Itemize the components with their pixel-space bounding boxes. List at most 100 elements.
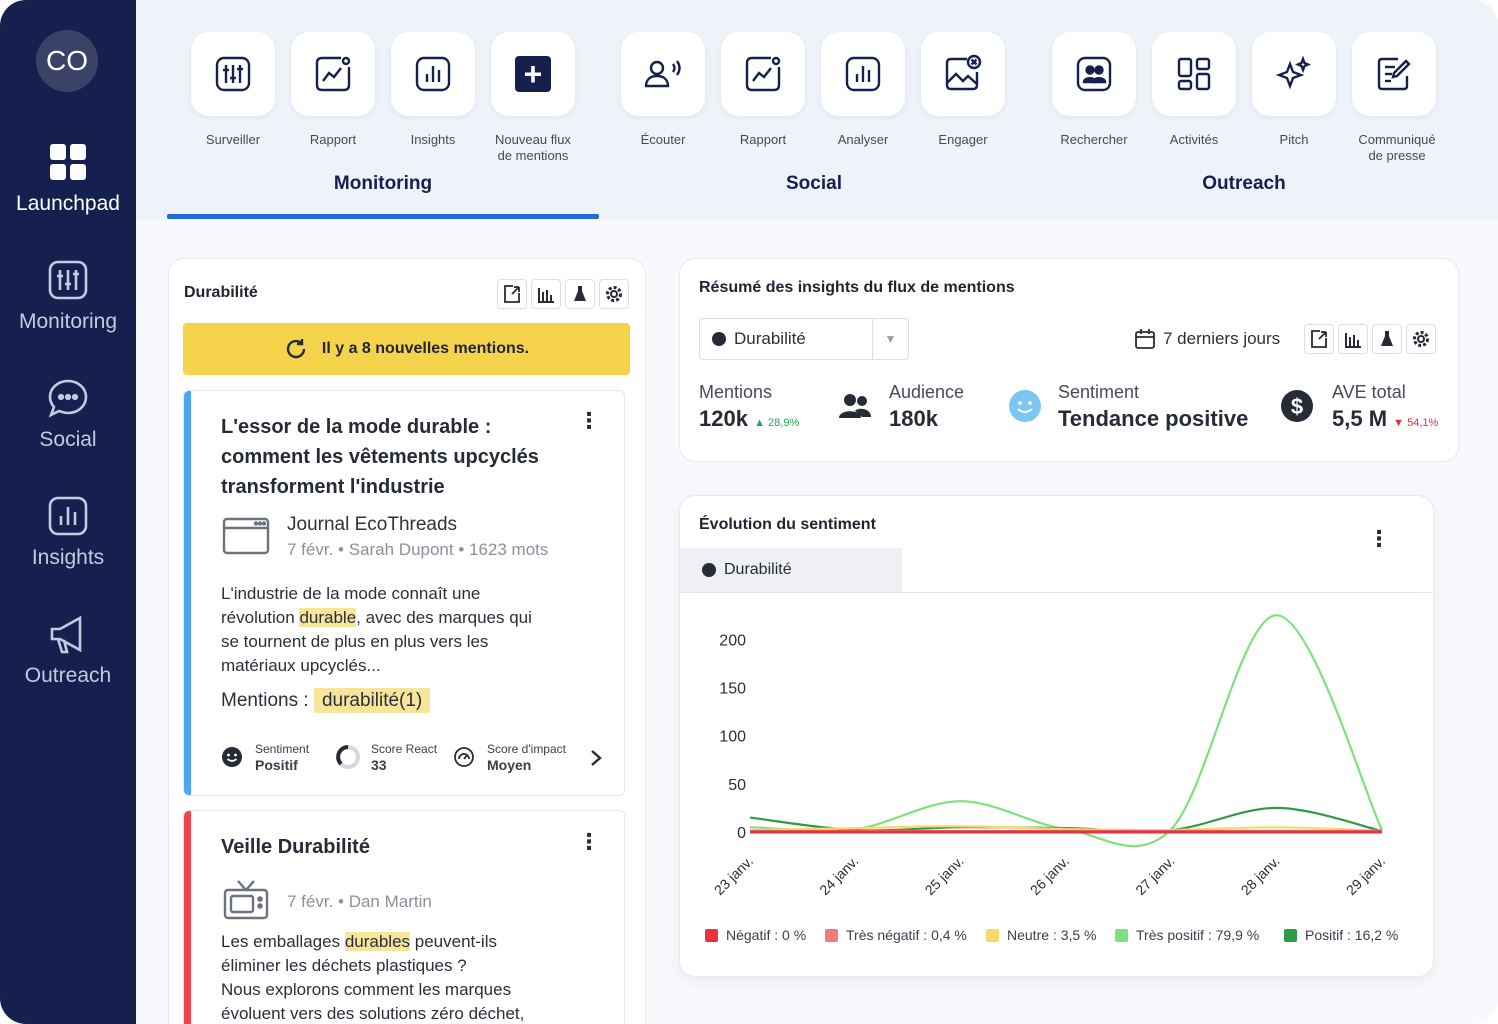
insights-summary-panel — [679, 258, 1459, 462]
bar-chart-icon — [845, 56, 881, 92]
x-tick-label: 27 janv. — [1132, 853, 1177, 898]
sidebar: CO Launchpad Monitoring Social — [0, 0, 136, 1024]
summary-title: Résumé des insights du flux de mentions — [699, 279, 1015, 296]
bars-icon — [1345, 333, 1361, 348]
card-title[interactable]: Veille Durabilité — [221, 836, 370, 858]
source-meta: 7 févr. • Dan Martin — [287, 892, 432, 911]
monitoring-icon — [48, 260, 88, 300]
browser-icon — [222, 517, 270, 555]
bar-chart-icon — [415, 56, 451, 92]
export-icon — [1311, 330, 1327, 348]
stream-select-value: Durabilité — [734, 329, 806, 348]
refresh-icon — [286, 339, 306, 359]
legend-item[interactable]: Positif : 16,2 % — [1284, 927, 1398, 943]
divider — [680, 592, 1433, 593]
series-line-très-positif — [749, 614, 1383, 848]
tv-icon — [223, 880, 269, 920]
flask-button[interactable] — [565, 279, 595, 309]
tile-analyser[interactable] — [821, 32, 905, 116]
sidebar-item-insights[interactable]: Insights — [0, 494, 136, 570]
tile-rapport-monitoring[interactable] — [291, 32, 375, 116]
x-tick-label: 29 janv. — [1343, 853, 1388, 898]
tile-activites[interactable] — [1152, 32, 1236, 116]
chart-menu-button[interactable]: ⋮ — [1368, 526, 1390, 551]
flask-icon — [574, 286, 586, 301]
tile-rechercher[interactable] — [1052, 32, 1136, 116]
smiley-icon — [222, 747, 242, 767]
sidebar-item-launchpad[interactable]: Launchpad — [0, 140, 136, 216]
chart-title: Évolution du sentiment — [699, 516, 876, 533]
card-menu-button[interactable]: ⋮ — [578, 829, 600, 854]
tab-monitoring[interactable]: Monitoring — [333, 173, 433, 194]
sidebar-item-outreach[interactable]: Outreach — [0, 612, 136, 688]
tile-label: Analyser — [837, 132, 889, 147]
calendar-icon — [1135, 329, 1155, 349]
listen-user-icon — [644, 60, 681, 88]
tile-insights[interactable] — [391, 32, 475, 116]
tile-nouveau-flux[interactable]: + — [491, 32, 575, 116]
avatar[interactable]: CO — [36, 30, 98, 92]
y-tick-label: 150 — [719, 680, 746, 697]
flask-button[interactable] — [1372, 324, 1402, 354]
sidebar-item-social[interactable]: Social — [0, 376, 136, 452]
report-chart-icon — [745, 56, 781, 92]
card-menu-button[interactable]: ⋮ — [578, 408, 600, 433]
chart-button[interactable] — [531, 279, 561, 309]
audience-icon — [839, 394, 871, 418]
delta-down: ▼ 54,1% — [1393, 417, 1439, 429]
mention-card[interactable] — [183, 390, 625, 796]
card-title[interactable]: L'essor de la mode durable : comment les … — [221, 416, 539, 498]
chat-bubble-icon — [48, 379, 88, 418]
stat-ave-label: AVE total — [1332, 382, 1406, 402]
mention-tag[interactable]: durabilité(1) — [313, 688, 431, 713]
date-range[interactable]: 7 derniers jours — [1163, 329, 1281, 348]
sparkle-icon — [1276, 56, 1312, 90]
bars-icon — [538, 288, 554, 303]
tab-outreach[interactable]: Outreach — [1202, 173, 1286, 194]
sentiment-face-icon — [1009, 390, 1041, 422]
sidebar-item-monitoring[interactable]: Monitoring — [0, 258, 136, 334]
tile-label: Rapport — [309, 132, 357, 147]
x-tick-label: 25 janv. — [922, 853, 967, 898]
grid-icon — [50, 144, 86, 180]
stat-mentions-value: 120k ▲ 28,9% — [699, 406, 800, 431]
sidebar-item-label: Launchpad — [16, 192, 120, 215]
source-name[interactable]: Journal EcoThreads — [287, 514, 458, 535]
new-mentions-banner[interactable]: Il y a 8 nouvelles mentions. — [183, 323, 630, 375]
export-button[interactable] — [497, 279, 527, 309]
card-excerpt: Les emballages durables peuvent-ils élim… — [221, 932, 525, 1023]
settings-button[interactable] — [599, 279, 629, 309]
series-tab[interactable]: Durabilité — [680, 548, 902, 592]
legend-item[interactable]: Négatif : 0 % — [705, 927, 806, 943]
card-stripe — [184, 391, 191, 795]
source-meta: 7 févr. • Sarah Dupont • 1623 mots — [287, 540, 549, 559]
export-button[interactable] — [1304, 324, 1334, 354]
stat-sentiment-label: Sentiment — [1058, 382, 1140, 402]
report-chart-icon — [315, 56, 351, 92]
legend-item[interactable]: Neutre : 3,5 % — [986, 927, 1097, 943]
legend-item[interactable]: Très positif : 79,9 % — [1115, 927, 1259, 943]
tile-pitch[interactable] — [1252, 32, 1336, 116]
tile-engager[interactable] — [921, 32, 1005, 116]
settings-button[interactable] — [1406, 324, 1436, 354]
tile-ecouter[interactable] — [621, 32, 705, 116]
chevron-right-icon[interactable] — [588, 748, 604, 768]
tile-rapport-social[interactable] — [721, 32, 805, 116]
sentiment-line-chart: 0 50 100 150 200 23 janv. 24 janv. 25 janv. 26 j… — [711, 614, 1388, 898]
tile-communique[interactable] — [1352, 32, 1436, 116]
engage-image-icon — [945, 54, 982, 91]
tile-surveiller[interactable] — [191, 32, 275, 116]
tile-label: Écouter — [640, 132, 686, 147]
impact-gauge-icon — [454, 747, 474, 767]
y-tick-label: 50 — [728, 777, 746, 794]
sidebar-item-label: Social — [39, 428, 97, 451]
chart-button[interactable] — [1338, 324, 1368, 354]
stat-sentiment-value: Tendance positive — [1058, 406, 1249, 431]
legend-item[interactable]: Très négatif : 0,4 % — [825, 927, 967, 943]
tab-social[interactable]: Social — [786, 173, 842, 194]
metric-score-react: Score React 33 — [371, 742, 438, 773]
y-tick-label: 200 — [719, 632, 746, 649]
stream-select[interactable]: Durabilité ▼ — [699, 318, 909, 360]
tile-label: Nouveau flux de mentions — [495, 132, 571, 163]
x-tick-label: 28 janv. — [1238, 853, 1283, 898]
